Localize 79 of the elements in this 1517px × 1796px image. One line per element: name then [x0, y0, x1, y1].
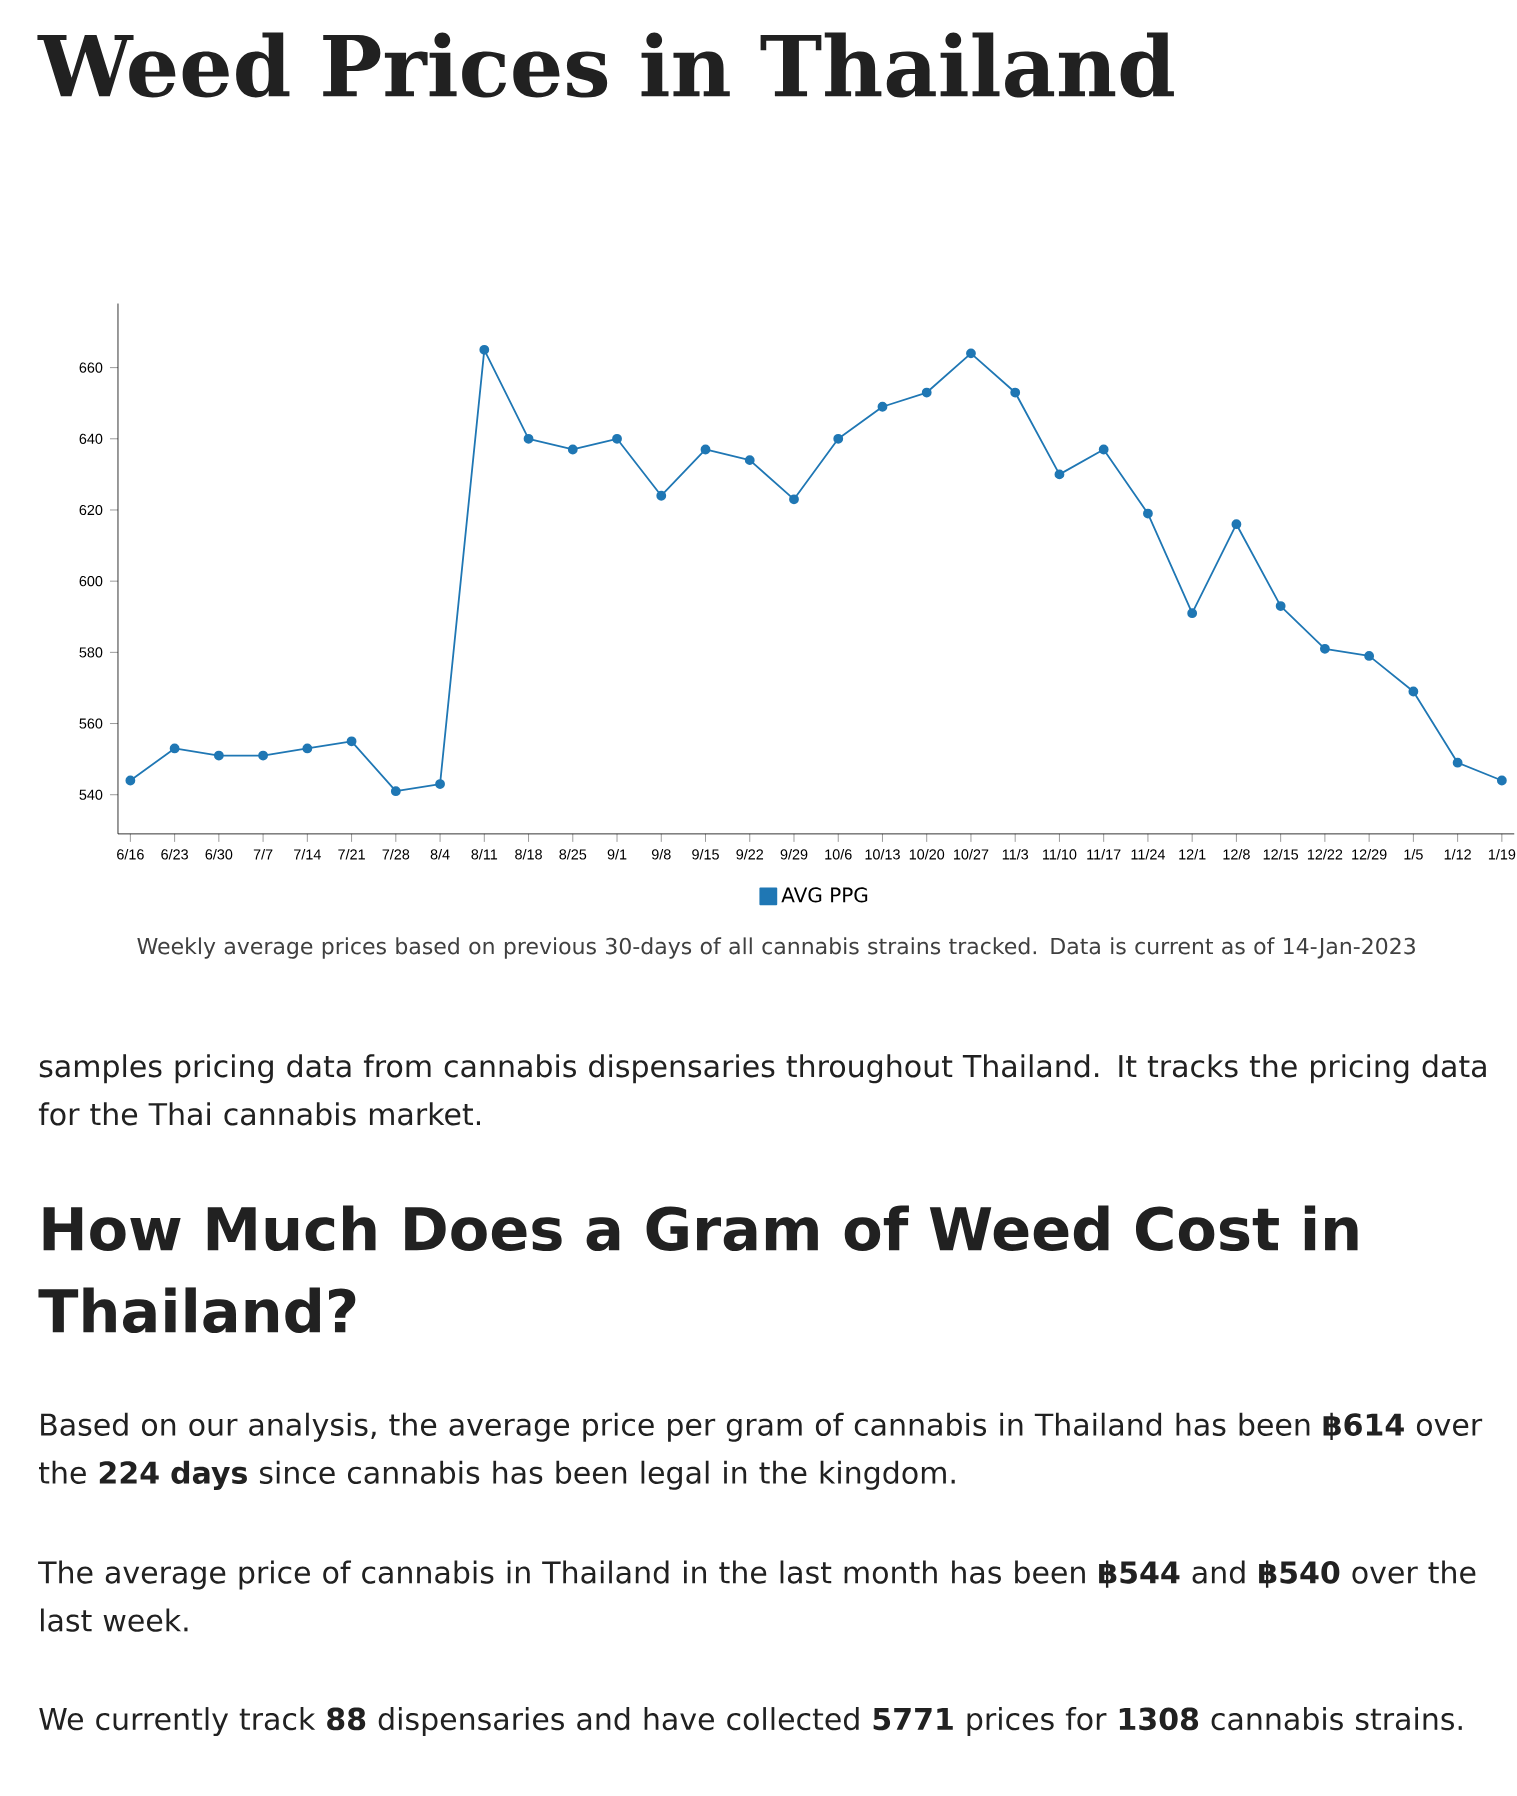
x-tick-label: 7/7	[254, 848, 273, 860]
point	[1054, 469, 1065, 480]
text: Weekly average prices based on previous 30-days of all cannabis strains tracked. Data is current as of 14-Jan-2023	[137, 937, 1416, 959]
text: Based on our analysis, the average price per gram of cannabis in Thailand has been ฿614 over the 224 days since cannabis has been legal in the kingdom.	[39, 1412, 1483, 1490]
point	[568, 444, 578, 455]
point	[1364, 651, 1375, 661]
point	[435, 779, 446, 789]
y-tick-label: 560	[79, 718, 103, 729]
chart-title: Weed Prices in Thailand	[37, 32, 1175, 98]
x-tick-label: 11/17	[1087, 848, 1121, 860]
point	[391, 786, 401, 797]
x-tick-label: 10/13	[865, 848, 901, 860]
x-tick-label: 7/14	[294, 848, 322, 860]
point	[214, 750, 224, 761]
x-tick-label: 9/15	[692, 848, 720, 860]
point	[258, 750, 269, 761]
text: samples pricing data from cannabis dispensaries throughout Thailand. It tracks the pricing data for the Thai cannabis market.	[39, 1054, 1487, 1126]
x-tick-label: 11/3	[1003, 848, 1029, 860]
point	[125, 775, 136, 786]
point	[966, 348, 977, 359]
point	[523, 433, 534, 444]
point	[1320, 643, 1331, 654]
point	[1408, 686, 1419, 697]
point	[789, 494, 800, 505]
text: How Much Does a Gram of Weed Cost in Thailand?	[38, 1205, 1358, 1334]
point	[1099, 444, 1109, 455]
point	[346, 736, 357, 747]
x-tick-label: 7/21	[338, 848, 366, 860]
x-tick-label: 1/19	[1489, 848, 1516, 860]
x-tick-label: 6/23	[161, 848, 189, 860]
legend-label: AVG PPG	[781, 887, 868, 903]
x-tick-label: 6/30	[205, 848, 233, 860]
x-tick-label: 9/1	[607, 848, 627, 860]
x-tick-label: 8/4	[430, 848, 450, 860]
point	[479, 344, 490, 355]
x-tick-label: 8/11	[471, 848, 498, 860]
point	[169, 743, 180, 754]
point	[1275, 601, 1286, 611]
x-tick-label: 11/24	[1131, 848, 1166, 860]
x-tick-label: 6/16	[117, 848, 144, 860]
text: The average price of cannabis in Thailand in the last month has been ฿544 and ฿540 over the last week.	[38, 1560, 1476, 1632]
point	[1143, 508, 1154, 519]
point	[833, 433, 844, 444]
x-tick-label: 8/18	[515, 848, 543, 860]
y-tick-label: 580	[79, 647, 103, 658]
point	[745, 455, 755, 466]
x-tick-label: 10/27	[954, 848, 989, 860]
text: We currently track 88 dispensaries and have collected 5771 prices for 1308 cannabis strains.	[39, 1707, 1463, 1737]
x-tick-label: 7/28	[382, 848, 410, 860]
point	[656, 490, 667, 501]
x-tick-label: 9/8	[652, 848, 671, 860]
point	[612, 433, 623, 444]
point	[1452, 757, 1463, 768]
x-tick-label: 12/15	[1263, 848, 1299, 860]
x-tick-label: 9/29	[780, 848, 808, 860]
x-tick-label: 10/20	[910, 848, 945, 860]
y-tick-label: 660	[79, 362, 103, 373]
x-tick-label: 10/6	[825, 848, 852, 860]
y-tick-label: 620	[79, 504, 103, 516]
x-tick-label: 12/22	[1308, 848, 1343, 860]
x-tick-label: 1/12	[1444, 848, 1472, 860]
point	[877, 401, 888, 412]
x-tick-label: 12/29	[1352, 848, 1387, 860]
point	[1010, 387, 1021, 398]
x-tick-label: 12/8	[1223, 848, 1251, 860]
x-tick-label: 1/5	[1404, 848, 1424, 860]
point	[1231, 519, 1242, 530]
x-tick-label: 12/1	[1179, 848, 1206, 860]
x-tick-label: 8/25	[559, 848, 587, 860]
x-tick-label: 11/10	[1043, 848, 1077, 860]
point	[1497, 775, 1507, 786]
y-tick-label: 540	[79, 789, 103, 800]
point	[700, 444, 711, 455]
y-tick-label: 640	[79, 433, 103, 444]
x-tick-label: 9/22	[736, 848, 764, 860]
point	[1187, 608, 1198, 619]
y-tick-label: 600	[79, 576, 103, 587]
point	[302, 743, 313, 754]
point	[922, 387, 932, 398]
